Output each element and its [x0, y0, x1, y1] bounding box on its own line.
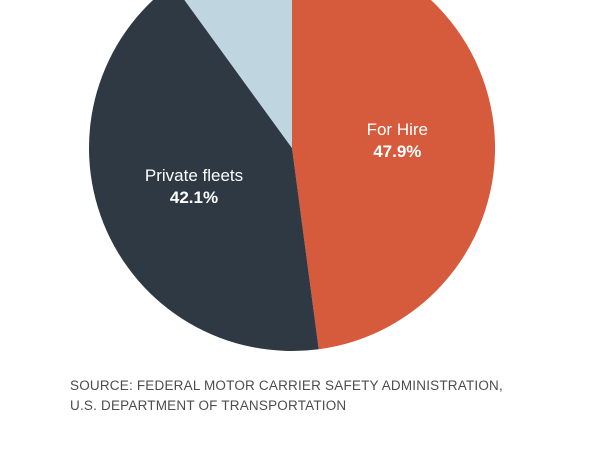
pie-chart: For Hire 47.9% Private fleets 42.1% [89, 0, 496, 351]
slice-label-group-for-hire: For Hire 47.9% [367, 120, 428, 161]
pie-slice-other [184, 0, 292, 148]
slice-label-for-hire: For Hire [367, 120, 428, 139]
slice-label-group-private-fleets: Private fleets 42.1% [145, 166, 243, 207]
pie-slice-for-hire [292, 0, 496, 350]
source-note: SOURCE: FEDERAL MOTOR CARRIER SAFETY ADM… [70, 376, 570, 416]
slice-value-private-fleets: 42.1% [170, 188, 218, 207]
source-line-1: SOURCE: FEDERAL MOTOR CARRIER SAFETY ADM… [70, 378, 503, 393]
source-line-2: U.S. DEPARTMENT OF TRANSPORTATION [70, 398, 347, 413]
pie-slice-private-fleets [89, 0, 319, 351]
slice-value-for-hire: 47.9% [373, 142, 421, 161]
slice-label-private-fleets: Private fleets [145, 166, 243, 185]
